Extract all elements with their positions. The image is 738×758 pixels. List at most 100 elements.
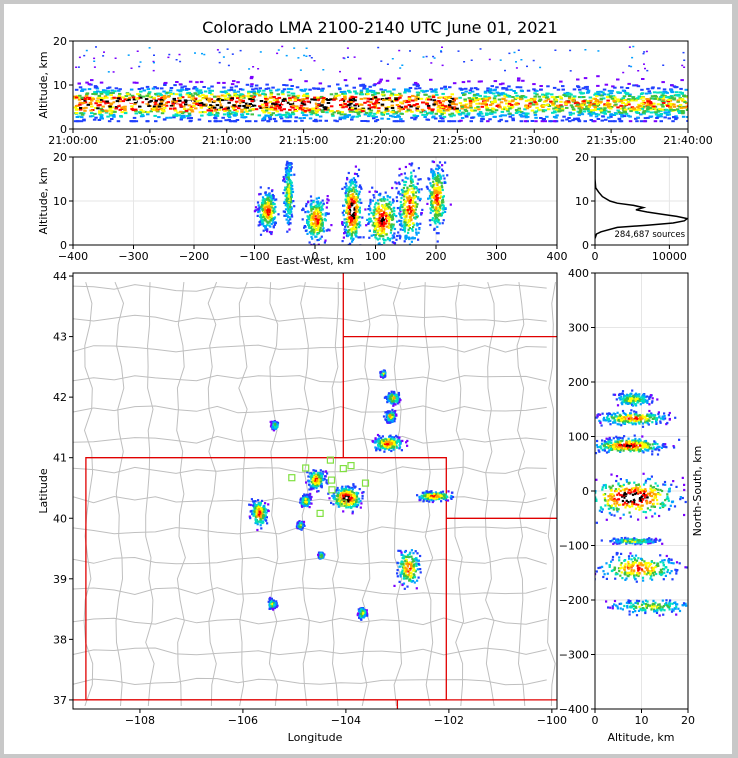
east-west-cell xyxy=(310,209,313,212)
time-height-cell xyxy=(365,89,370,92)
east-west-cell xyxy=(387,226,390,229)
east-west-cell xyxy=(375,210,379,213)
time-height-cell xyxy=(674,91,679,94)
time-height-cell xyxy=(677,110,681,113)
east-west-cell xyxy=(441,169,445,173)
time-height-cell xyxy=(82,118,86,121)
time-height-cell xyxy=(180,116,184,119)
time-height-cell xyxy=(169,104,174,107)
time-height-cell xyxy=(397,110,401,113)
time-height-cell xyxy=(554,108,559,111)
east-west-cell xyxy=(368,220,371,223)
time-height-cell xyxy=(131,96,136,99)
time-height-cell xyxy=(339,104,343,106)
time-height-cell xyxy=(407,96,412,99)
time-height-cell xyxy=(460,88,464,91)
east-west-cell xyxy=(264,227,267,230)
time-height-cell xyxy=(533,111,537,114)
time-height-cell xyxy=(425,89,429,92)
time-height-cell xyxy=(147,92,151,95)
east-west-cell xyxy=(324,212,327,215)
time-height-cell xyxy=(303,111,307,114)
time-height-cell xyxy=(229,101,234,104)
time-height-cell xyxy=(543,120,547,123)
east-west-cell xyxy=(416,189,419,192)
east-west-cell xyxy=(429,223,432,227)
east-west-cell xyxy=(266,228,269,231)
east-west-cell xyxy=(441,212,444,215)
time-height-cell xyxy=(106,90,111,93)
time-height-cell xyxy=(107,71,110,73)
east-west-cell xyxy=(430,199,433,202)
time-height-cell xyxy=(616,109,620,112)
east-west-cell xyxy=(412,194,415,197)
time-height-cell xyxy=(356,112,361,115)
east-west-cell xyxy=(314,220,317,223)
east-west-cell xyxy=(325,206,328,209)
east-west-cell xyxy=(437,172,440,175)
time-height-cell xyxy=(75,108,79,111)
time-height-cell xyxy=(619,99,624,102)
time-height-cell xyxy=(186,88,191,91)
east-west-cell xyxy=(352,177,355,180)
east-west-cell xyxy=(434,187,437,190)
east-west-cell xyxy=(357,168,361,171)
time-height-cell xyxy=(599,109,603,112)
plan-view-cell xyxy=(320,482,323,485)
time-height-cell xyxy=(646,100,651,103)
time-height-cell xyxy=(614,112,618,115)
time-height-cell xyxy=(551,104,555,107)
east-west-cell xyxy=(353,208,356,211)
time-height-cell xyxy=(569,70,572,72)
time-height-cell xyxy=(149,102,153,105)
time-height-cell xyxy=(470,98,474,101)
time-height-cell xyxy=(277,113,281,116)
time-height-cell xyxy=(443,96,448,99)
time-height-cell xyxy=(654,113,659,116)
east-west-cell xyxy=(412,209,415,212)
time-height-cell xyxy=(493,100,497,103)
time-height-cell xyxy=(300,119,304,122)
east-west-cell xyxy=(347,220,350,223)
time-height-cell xyxy=(356,108,361,111)
east-west-cell xyxy=(262,229,265,232)
time-height-cell xyxy=(656,109,661,112)
time-height-cell xyxy=(118,102,123,105)
time-height-cell xyxy=(258,102,263,105)
time-height-cell xyxy=(473,93,477,96)
east-west-cell xyxy=(350,202,353,205)
time-height-cell xyxy=(316,101,321,104)
time-height-cell xyxy=(607,89,612,92)
east-west-cell xyxy=(305,202,308,206)
time-height-cell xyxy=(140,113,145,116)
east-west-cell xyxy=(438,212,441,215)
east-west-cell xyxy=(350,235,353,239)
time-height-cell xyxy=(360,120,364,122)
time-height-cell xyxy=(414,87,418,90)
time-height-cell xyxy=(294,120,298,123)
time-height-cell xyxy=(376,92,380,95)
time-height-cell xyxy=(92,118,97,121)
time-height-cell xyxy=(648,101,653,104)
time-height-cell xyxy=(490,85,494,88)
time-height-cell xyxy=(248,120,252,123)
time-height-cell xyxy=(140,87,144,90)
east-west-cell xyxy=(282,210,285,213)
east-west-cell xyxy=(380,215,383,218)
plan-view-cell xyxy=(315,485,318,488)
east-west-cell xyxy=(360,187,363,190)
east-west-cell xyxy=(268,221,271,224)
time-height-cell xyxy=(463,61,466,63)
time-height-cell xyxy=(672,109,676,111)
time-height-cell xyxy=(272,117,277,120)
east-west-cell xyxy=(400,197,403,200)
time-height-cell xyxy=(99,91,103,93)
time-height-cell xyxy=(174,113,179,116)
time-height-cell xyxy=(318,82,323,85)
time-height-cell xyxy=(300,89,305,92)
east-west-cell xyxy=(325,229,328,232)
time-height-cell xyxy=(112,96,116,99)
time-height-cell xyxy=(417,103,421,106)
time-height-cell xyxy=(271,102,275,105)
time-height-cell xyxy=(649,115,654,118)
